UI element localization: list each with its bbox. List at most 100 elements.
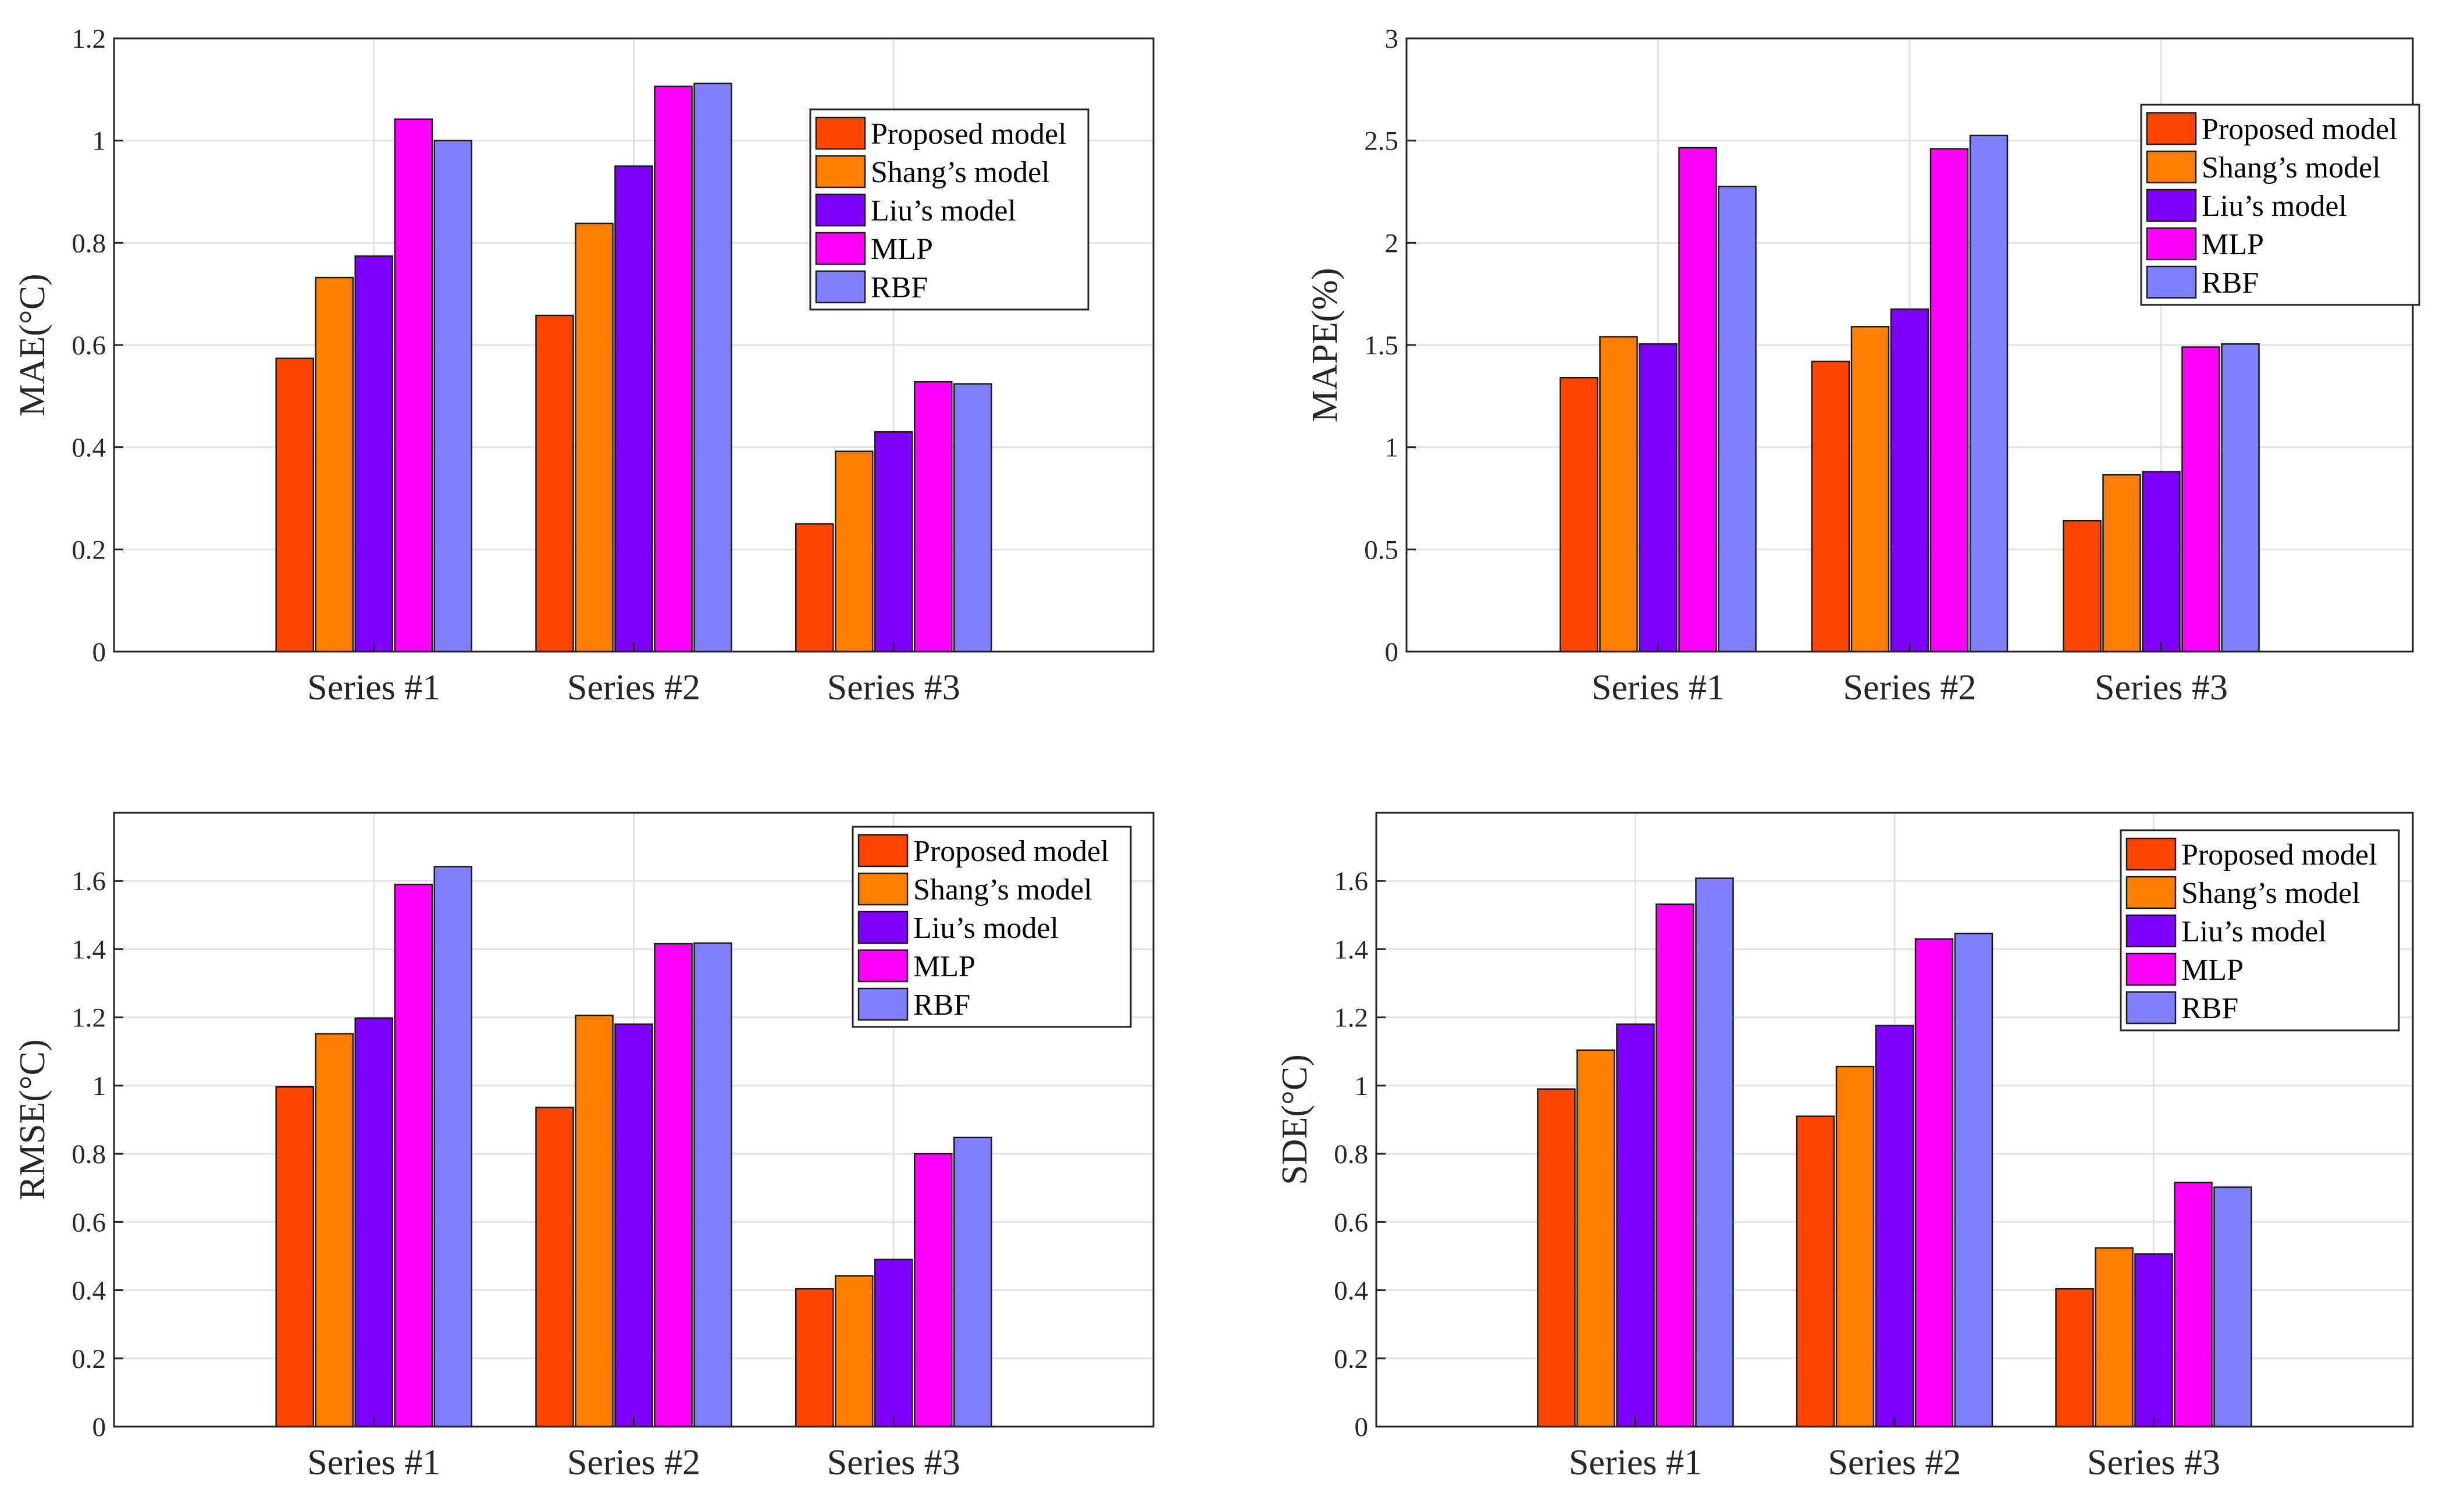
legend-entry: Proposed model [913, 835, 1109, 868]
chart-panel-2: 0 0.5 1 1.5 2 2.5 3 Series #1 Series #2 Series #3… [1305, 24, 2420, 707]
axes-frame [113, 37, 1155, 653]
legend-entry: MLP [913, 950, 975, 983]
bar-liu-s-model-3 [874, 431, 913, 653]
legend-entry: Liu’s model [2202, 190, 2347, 223]
legend: Proposed model Shang’s model Liu’s model ML… [852, 826, 1132, 1028]
y-tick-label: 1.4 [1334, 934, 1368, 965]
legend-swatch [2125, 876, 2177, 909]
bar-proposed-model-1 [275, 1086, 314, 1428]
bar-shang-s-model-2 [1835, 1065, 1875, 1428]
bar-shang-s-model-1 [1576, 1049, 1615, 1428]
bar-rbf-1 [433, 866, 472, 1428]
legend-entry: Liu’s model [871, 194, 1016, 227]
legend-swatch [2146, 189, 2197, 222]
y-axis-label: SDE(°C) [1275, 1054, 1315, 1185]
bar-mlp-3 [914, 1153, 953, 1428]
legend: Proposed model Shang’s model Liu’s model ML… [2140, 104, 2420, 306]
legend-entry: Proposed model [2202, 113, 2398, 146]
y-tick-label: 1.2 [72, 1003, 106, 1033]
legend-swatch [815, 116, 866, 150]
axes-frame [1405, 37, 2414, 653]
y-tick-label: 0 [92, 1412, 106, 1442]
bar-mlp-2 [654, 943, 693, 1428]
y-tick-label: 1.2 [72, 24, 106, 54]
bar-proposed-model-3 [795, 1288, 834, 1428]
y-tick-label: 1.2 [1334, 1003, 1368, 1033]
bar-shang-s-model-3 [2102, 474, 2141, 653]
bar-shang-s-model-3 [2095, 1247, 2134, 1428]
bar-proposed-model-2 [535, 314, 574, 653]
legend-swatch [815, 193, 866, 227]
legend-swatch [2146, 150, 2197, 184]
bar-rbf-1 [433, 140, 472, 653]
bar-rbf-2 [693, 83, 732, 653]
bar-rbf-1 [1718, 186, 1757, 653]
x-tick-label: Series #3 [827, 668, 960, 707]
chart-panel-4: 0 0.2 0.4 0.6 0.8 1 1.2 1.4 1.6 Series #1 Series #… [1275, 812, 2414, 1482]
bar-liu-s-model-2 [1890, 308, 1929, 653]
bar-rbf-2 [1969, 134, 2009, 653]
bar-rbf-2 [693, 942, 732, 1428]
legend-entry: Proposed model [2181, 838, 2377, 872]
legend-entry: RBF [2202, 266, 2259, 300]
legend-entry: Shang’s model [871, 156, 1050, 189]
legend-entry: Proposed model [871, 118, 1067, 151]
bar-proposed-model-3 [2055, 1288, 2094, 1428]
bar-mlp-3 [2181, 346, 2220, 653]
bar-liu-s-model-2 [1875, 1025, 1914, 1428]
bar-proposed-model-1 [275, 357, 314, 653]
bar-liu-s-model-3 [874, 1258, 913, 1428]
bar-rbf-3 [2221, 343, 2260, 653]
legend-swatch [815, 232, 866, 265]
y-tick-label: 0.5 [1364, 535, 1398, 565]
y-tick-label: 3 [1385, 24, 1399, 54]
bar-proposed-model-3 [2063, 520, 2102, 653]
x-tick-label: Series #3 [2087, 1443, 2220, 1482]
y-tick-label: 0.4 [72, 1276, 106, 1306]
x-tick-label: Series #1 [1591, 668, 1725, 707]
legend-swatch [2125, 914, 2177, 948]
bar-shang-s-model-1 [315, 276, 354, 653]
bar-liu-s-model-1 [1639, 343, 1678, 653]
x-tick-label: Series #1 [307, 1443, 440, 1482]
x-tick-label: Series #3 [827, 1443, 960, 1482]
bar-mlp-1 [394, 118, 433, 653]
y-tick-label: 0.2 [72, 535, 106, 565]
legend-entry: Shang’s model [2181, 877, 2360, 910]
legend-entry: RBF [871, 271, 928, 304]
y-tick-label: 0 [1385, 637, 1399, 667]
y-tick-label: 1 [1385, 433, 1399, 463]
y-tick-label: 0.6 [1334, 1207, 1368, 1238]
bar-rbf-3 [953, 1136, 992, 1428]
axes-frame [1375, 812, 2414, 1428]
bar-mlp-1 [394, 883, 433, 1428]
y-tick-label: 2.5 [1364, 126, 1398, 157]
legend-entry: Liu’s model [2181, 915, 2327, 948]
y-tick-label: 0.8 [72, 1139, 106, 1169]
bar-mlp-1 [1655, 903, 1694, 1428]
y-tick-label: 1.5 [1364, 330, 1398, 361]
bar-proposed-model-1 [1559, 376, 1598, 653]
bar-shang-s-model-2 [575, 1014, 614, 1428]
bar-mlp-2 [1929, 148, 1969, 653]
y-axis-label: RMSE(°C) [13, 1039, 52, 1200]
legend-swatch [857, 987, 909, 1021]
legend-swatch [815, 155, 866, 189]
legend-entry: Shang’s model [2202, 151, 2381, 184]
chart-panel-3: 0 0.2 0.4 0.6 0.8 1 1.2 1.4 1.6 Series #1 Series #… [13, 812, 1155, 1482]
legend-swatch [2125, 991, 2177, 1025]
x-tick-label: Series #1 [1569, 1443, 1702, 1482]
y-tick-label: 1 [92, 126, 106, 157]
y-tick-label: 1 [1355, 1071, 1369, 1101]
legend-entry: MLP [2181, 954, 2244, 987]
y-tick-label: 0.4 [72, 433, 106, 463]
x-tick-label: Series #1 [307, 668, 440, 707]
legend-entry: MLP [2202, 228, 2264, 261]
bar-rbf-3 [2213, 1186, 2252, 1428]
legend-entry: Shang’s model [913, 873, 1092, 906]
bar-liu-s-model-1 [1616, 1023, 1655, 1428]
legend-entry: Liu’s model [913, 912, 1059, 945]
legend-swatch [2146, 265, 2197, 299]
bar-shang-s-model-1 [315, 1033, 354, 1428]
